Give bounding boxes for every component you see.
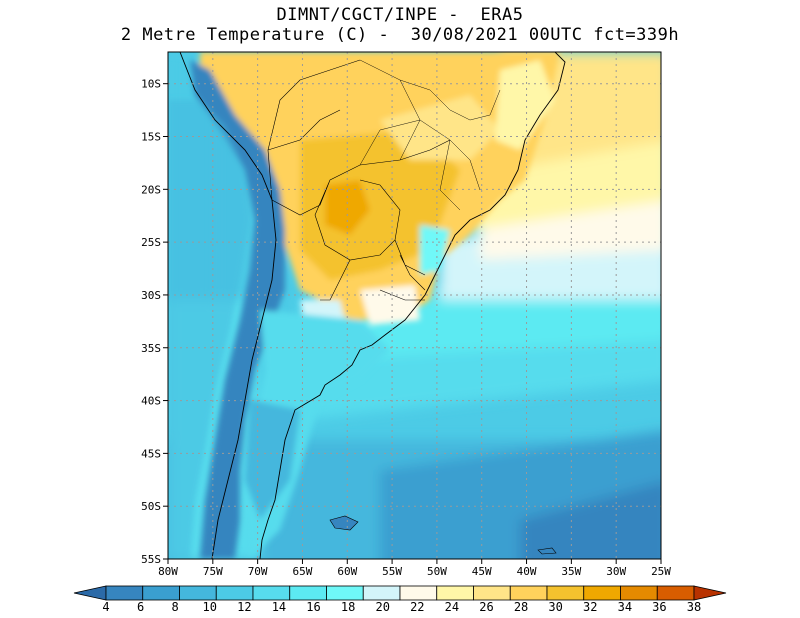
colorbar-segment bbox=[509, 585, 548, 601]
lon-tick-label: 75W bbox=[203, 565, 223, 578]
lon-tick-label: 65W bbox=[293, 565, 313, 578]
longitude-axis: 80W 75W 70W 65W 60W 55W 50W 45W 40W 35W 30W 25W bbox=[158, 559, 671, 578]
lat-tick-label: 10S bbox=[141, 78, 161, 91]
colorbar-tick-label: 6 bbox=[137, 600, 144, 614]
lat-tick-label: 15S bbox=[141, 131, 161, 144]
colorbar-segment bbox=[142, 585, 180, 601]
map-frame bbox=[167, 51, 662, 560]
lat-tick-label: 35S bbox=[141, 342, 161, 355]
colorbar-segment bbox=[105, 585, 144, 601]
colorbar-segment bbox=[326, 585, 364, 601]
colorbar-segment bbox=[362, 585, 401, 601]
lat-tick-label: 20S bbox=[141, 183, 161, 196]
colorbar-segment bbox=[583, 585, 621, 601]
latitude-axis: 10S 15S 20S 25S 30S 35S 40S 45S 50S 55S bbox=[141, 78, 168, 566]
lon-tick-label: 40W bbox=[517, 565, 537, 578]
lon-tick-label: 25W bbox=[651, 565, 671, 578]
colorbar-tick-label: 18 bbox=[341, 600, 355, 614]
lat-tick-label: 30S bbox=[141, 289, 161, 302]
colorbar-tick-label: 28 bbox=[514, 600, 528, 614]
colorbar-tick-label: 4 bbox=[102, 600, 109, 614]
map-title-line1: DIMNT/CGCT/INPE - ERA5 bbox=[276, 5, 524, 25]
colorbar-segment bbox=[620, 585, 658, 601]
lon-tick-label: 70W bbox=[248, 565, 268, 578]
colorbar-tick-label: 36 bbox=[652, 600, 666, 614]
lat-tick-label: 45S bbox=[141, 447, 161, 460]
lon-tick-label: 30W bbox=[606, 565, 626, 578]
lat-tick-label: 55S bbox=[141, 553, 161, 566]
colorbar-tick-label: 20 bbox=[375, 600, 389, 614]
colorbar-segment bbox=[399, 585, 438, 601]
lon-tick-label: 50W bbox=[427, 565, 447, 578]
colorbar-segment bbox=[179, 585, 217, 601]
lon-tick-label: 35W bbox=[561, 565, 581, 578]
colorbar-tick-label: 22 bbox=[410, 600, 424, 614]
colorbar-tick-label: 8 bbox=[172, 600, 179, 614]
colorbar-segment bbox=[436, 585, 474, 601]
gridlines bbox=[168, 52, 661, 559]
colorbar-tick-label: 30 bbox=[548, 600, 562, 614]
colorbar-tick-label: 16 bbox=[306, 600, 320, 614]
map-title-line2: 2 Metre Temperature (C) - 30/08/2021 00U… bbox=[120, 25, 680, 45]
colorbar-segment bbox=[215, 585, 254, 601]
lat-tick-label: 50S bbox=[141, 500, 161, 513]
colorbar-segment bbox=[656, 585, 695, 601]
colorbar-low-arrow bbox=[73, 585, 107, 601]
colorbar-tick-label: 32 bbox=[583, 600, 597, 614]
colorbar-segment bbox=[473, 585, 511, 601]
colorbar-tick-label: 38 bbox=[687, 600, 701, 614]
colorbar-tick-label: 26 bbox=[479, 600, 493, 614]
lat-tick-label: 40S bbox=[141, 395, 161, 408]
colorbar-high-arrow bbox=[693, 585, 727, 601]
colorbar-tick-label: 12 bbox=[237, 600, 251, 614]
colorbar: 4 6 8 10 12 14 16 18 20 22 24 26 28 30 32 34 36 38 bbox=[73, 585, 727, 614]
lon-tick-label: 55W bbox=[382, 565, 402, 578]
temperature-field bbox=[168, 52, 661, 559]
lat-tick-label: 25S bbox=[141, 236, 161, 249]
lon-tick-label: 60W bbox=[337, 565, 357, 578]
colorbar-tick-label: 24 bbox=[445, 600, 459, 614]
lon-tick-label: 80W bbox=[158, 565, 178, 578]
colorbar-segment bbox=[252, 585, 291, 601]
colorbar-tick-label: 14 bbox=[272, 600, 286, 614]
lon-tick-label: 45W bbox=[472, 565, 492, 578]
colorbar-tick-label: 10 bbox=[203, 600, 217, 614]
country-borders bbox=[267, 59, 451, 301]
colorbar-segment bbox=[546, 585, 585, 601]
colorbar-segment bbox=[289, 585, 327, 601]
coastline bbox=[179, 52, 566, 559]
colorbar-tick-label: 34 bbox=[618, 600, 632, 614]
